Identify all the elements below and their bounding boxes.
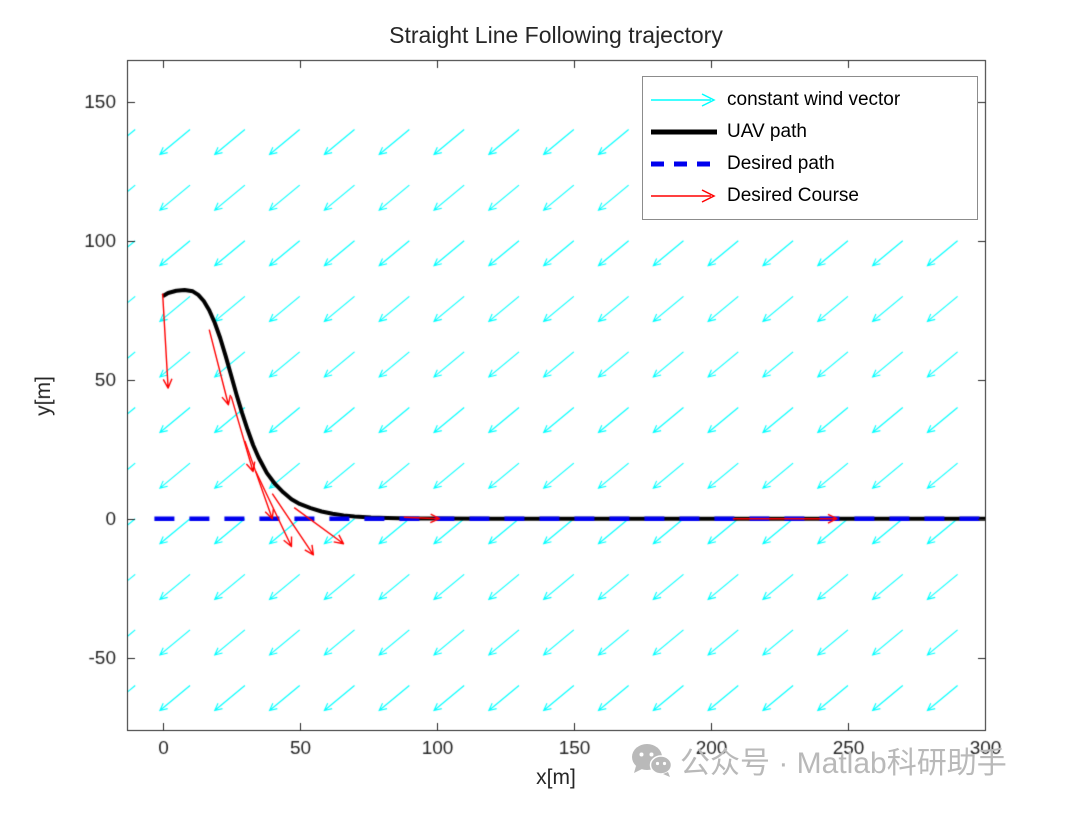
x-axis-label: x[m] xyxy=(536,766,576,789)
legend-label: constant wind vector xyxy=(727,89,901,110)
legend: constant wind vector UAV path Desired pa… xyxy=(642,76,978,220)
watermark-text: 公众号 · Matlab科研助手 xyxy=(680,747,1007,780)
course-arrow-icon xyxy=(643,185,727,207)
uav-path-line-icon xyxy=(643,121,727,143)
wind-arrow-icon xyxy=(643,89,727,111)
legend-label: Desired Course xyxy=(727,185,859,206)
legend-entry-uav-path: UAV path xyxy=(643,116,977,148)
legend-label: UAV path xyxy=(727,121,807,142)
watermark: 公众号 · Matlab科研助手 xyxy=(630,738,1007,782)
legend-label: Desired path xyxy=(727,153,835,174)
legend-entry-wind: constant wind vector xyxy=(643,84,977,116)
chart-title: Straight Line Following trajectory xyxy=(389,22,723,48)
legend-entry-desired-path: Desired path xyxy=(643,148,977,180)
wechat-logo-icon xyxy=(630,742,672,778)
desired-path-dash-icon xyxy=(643,153,727,175)
legend-entry-desired-course: Desired Course xyxy=(643,180,977,212)
y-axis-label: y[m] xyxy=(32,376,55,416)
